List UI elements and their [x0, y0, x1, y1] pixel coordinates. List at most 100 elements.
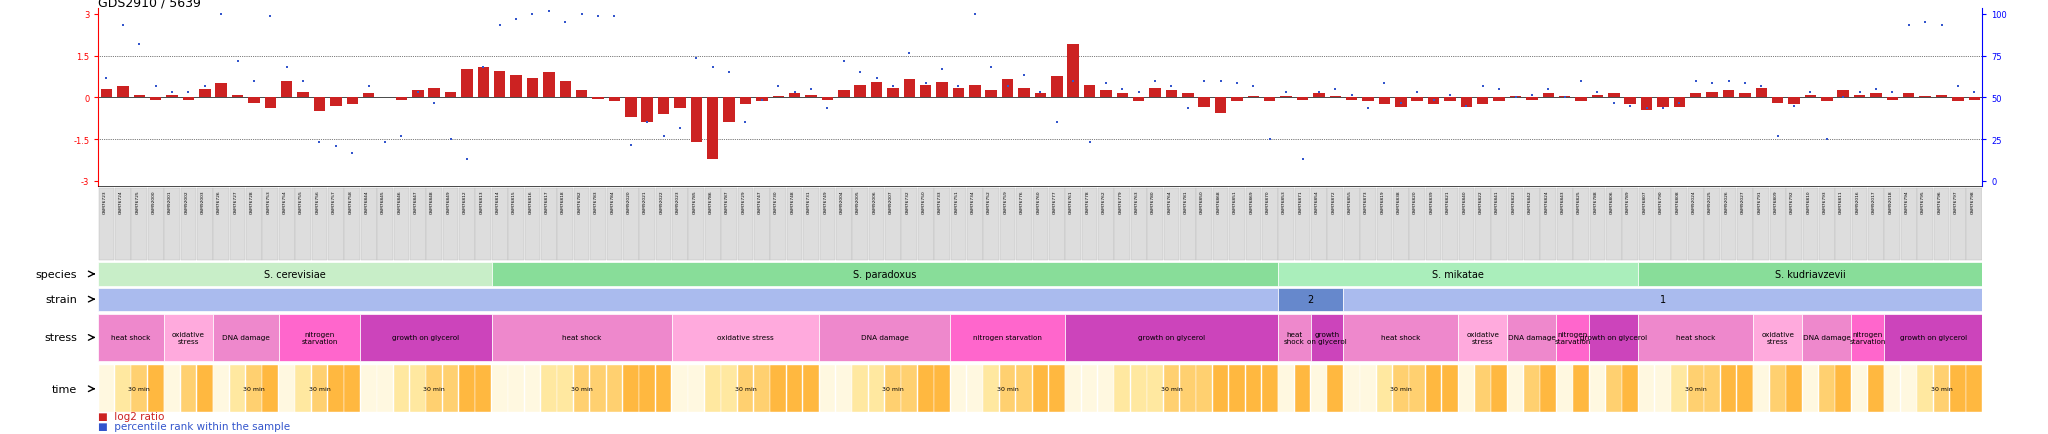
Bar: [1655, 365, 1671, 412]
Bar: [1198, 98, 1210, 108]
Bar: [918, 188, 934, 260]
Text: GSM76868: GSM76868: [1217, 190, 1221, 214]
Text: GSM76810: GSM76810: [1806, 190, 1810, 214]
Bar: [1884, 365, 1901, 412]
Point: [582, 14, 614, 21]
Text: GSM76792: GSM76792: [1790, 190, 1794, 214]
Bar: [590, 365, 606, 412]
Bar: [705, 365, 721, 412]
Text: GSM76787: GSM76787: [725, 190, 729, 214]
Bar: [1804, 95, 1817, 98]
Text: GSM92005: GSM92005: [856, 190, 860, 214]
Text: GSM92000: GSM92000: [152, 190, 156, 214]
Bar: [1100, 91, 1112, 98]
Bar: [1753, 188, 1769, 260]
Bar: [1559, 97, 1571, 98]
Bar: [1165, 91, 1178, 98]
Bar: [1933, 365, 1950, 412]
Text: GSM76847: GSM76847: [414, 190, 418, 214]
Bar: [98, 188, 115, 260]
Text: growth on glycerol: growth on glycerol: [1581, 335, 1647, 341]
Point: [1401, 89, 1434, 96]
Point: [1892, 22, 1925, 29]
Bar: [1837, 91, 1849, 98]
Point: [1548, 95, 1581, 102]
Point: [1565, 78, 1597, 85]
Point: [401, 89, 434, 96]
Bar: [1409, 188, 1425, 260]
Point: [1434, 92, 1466, 99]
Point: [1106, 86, 1139, 93]
Point: [467, 64, 500, 71]
Bar: [164, 314, 213, 361]
Point: [123, 42, 156, 49]
Bar: [246, 365, 262, 412]
Point: [319, 143, 352, 150]
Bar: [1081, 365, 1098, 412]
Text: 30 min: 30 min: [997, 386, 1018, 391]
Text: 30 min: 30 min: [1161, 386, 1182, 391]
Point: [811, 106, 844, 113]
Text: GSM76733: GSM76733: [938, 190, 942, 214]
Bar: [229, 188, 246, 260]
Text: GSM92023: GSM92023: [676, 190, 680, 214]
Bar: [508, 188, 524, 260]
Point: [827, 59, 860, 66]
Text: nitrogen
starvation: nitrogen starvation: [1554, 332, 1591, 344]
Bar: [182, 98, 195, 101]
Bar: [344, 365, 360, 412]
Bar: [1278, 263, 1638, 286]
Text: GSM76806: GSM76806: [1610, 190, 1614, 214]
Text: GSM92027: GSM92027: [1741, 190, 1745, 214]
Text: 30 min: 30 min: [309, 386, 330, 391]
Text: GSM92025: GSM92025: [1708, 190, 1712, 214]
Bar: [1671, 365, 1688, 412]
Bar: [1821, 98, 1833, 102]
Bar: [377, 188, 393, 260]
Bar: [1737, 365, 1753, 412]
Bar: [870, 83, 883, 98]
Text: growth on glycerol: growth on glycerol: [393, 335, 459, 341]
Bar: [690, 98, 702, 142]
Bar: [262, 365, 279, 412]
Bar: [180, 188, 197, 260]
Text: GSM76747: GSM76747: [758, 190, 762, 214]
Text: strain: strain: [45, 295, 78, 304]
Text: 30 min: 30 min: [1391, 386, 1411, 391]
Bar: [1442, 365, 1458, 412]
Bar: [1294, 188, 1311, 260]
Bar: [1477, 98, 1489, 105]
Point: [1647, 106, 1679, 113]
Text: DNA damage: DNA damage: [1507, 335, 1556, 341]
Bar: [1163, 188, 1180, 260]
Point: [516, 11, 549, 18]
Text: GSM76814: GSM76814: [496, 190, 500, 214]
Text: GSM76785: GSM76785: [692, 190, 696, 214]
Bar: [819, 188, 836, 260]
Point: [1909, 20, 1942, 26]
Bar: [739, 98, 752, 105]
Text: GSM76872: GSM76872: [1331, 190, 1335, 214]
Bar: [590, 188, 606, 260]
Text: GSM76734: GSM76734: [971, 190, 975, 214]
Text: 30 min: 30 min: [1686, 386, 1706, 391]
Bar: [1458, 365, 1475, 412]
Bar: [213, 314, 279, 361]
Text: GSM76853: GSM76853: [1282, 190, 1286, 214]
Text: GSM76844: GSM76844: [365, 190, 369, 214]
Bar: [737, 365, 754, 412]
Point: [1663, 100, 1696, 107]
Text: DNA damage: DNA damage: [221, 335, 270, 341]
Point: [1155, 83, 1188, 90]
Bar: [1591, 95, 1604, 98]
Bar: [1491, 188, 1507, 260]
Bar: [231, 95, 244, 98]
Bar: [1638, 188, 1655, 260]
Bar: [1935, 95, 1948, 98]
Text: growth
on glycerol: growth on glycerol: [1307, 332, 1348, 344]
Bar: [1755, 89, 1767, 98]
Bar: [1051, 77, 1063, 98]
Bar: [1425, 365, 1442, 412]
Point: [1368, 81, 1401, 88]
Bar: [1851, 365, 1868, 412]
